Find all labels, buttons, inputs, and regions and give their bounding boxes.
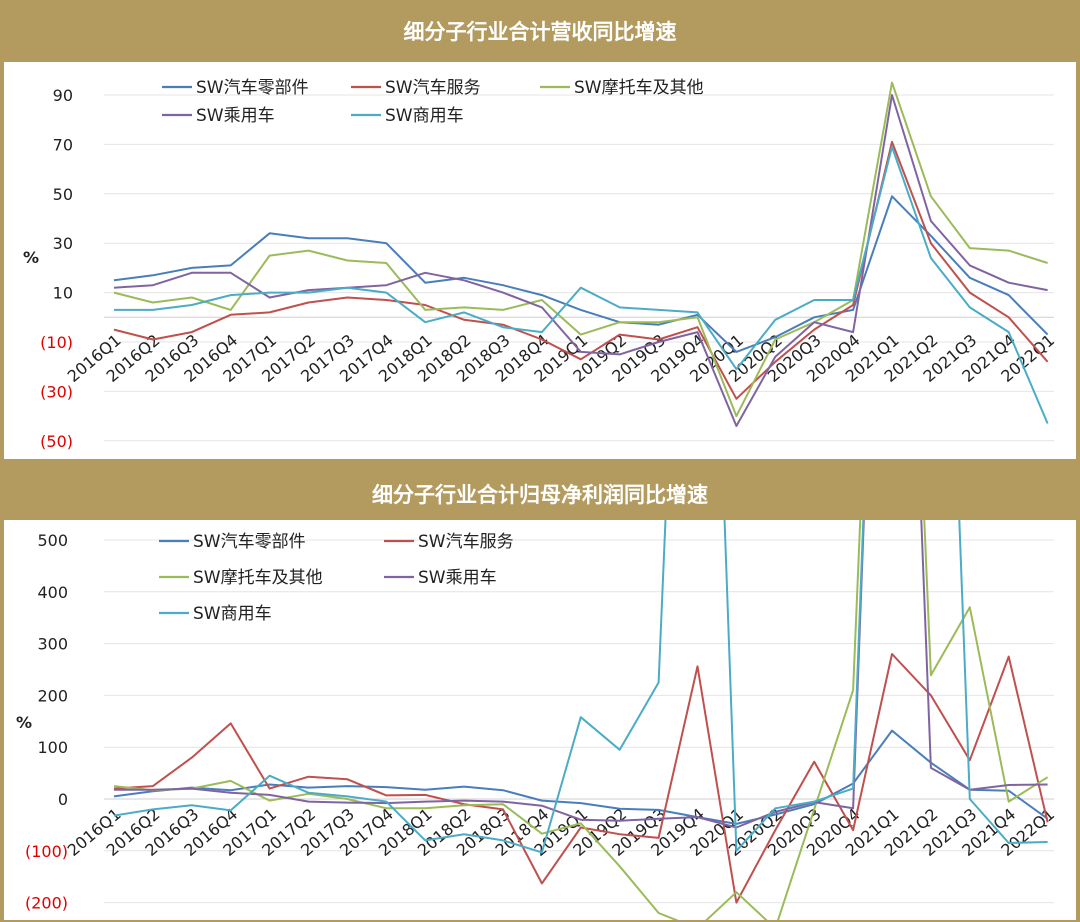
y-tick-label: 70: [53, 135, 73, 154]
series-line-5: [114, 145, 1049, 424]
y-tick-label: 90: [53, 86, 73, 105]
y-tick-label: (100): [25, 842, 68, 861]
y-axis-label: %: [16, 713, 32, 732]
y-tick-label: 0: [58, 790, 68, 809]
series-line-1: [113, 195, 1049, 353]
y-tick-label: 30: [53, 234, 73, 253]
legend-label: SW乘用车: [196, 106, 275, 126]
y-tick-label: (200): [25, 894, 68, 913]
series-line-3: [113, 520, 1049, 920]
y-tick-label: (50): [40, 432, 73, 451]
legend-label: SW汽车零部件: [196, 78, 309, 98]
series-line-4: [113, 94, 1048, 427]
y-tick-label: 500: [37, 531, 68, 550]
chart2-panel: (200) (100) 0 100 200 300 400 500% 2016Q1 2016Q2 2…: [0, 520, 1080, 922]
series-line-2: [113, 140, 1049, 400]
legend-label: SW商用车: [193, 604, 272, 624]
y-tick-label: 300: [37, 635, 68, 654]
y-tick-label: 10: [53, 284, 73, 303]
legend-label: SW摩托车及其他: [574, 78, 704, 98]
y-tick-label: 100: [37, 738, 68, 757]
legend-label: SW摩托车及其他: [193, 568, 323, 588]
y-axis-label: %: [23, 248, 39, 267]
series-line-2: [113, 653, 1049, 904]
y-tick-label: 50: [53, 185, 73, 204]
y-tick-label: 400: [37, 583, 68, 602]
series-line-4: [114, 520, 1048, 829]
legend-label: SW商用车: [385, 106, 464, 126]
series-line-3: [113, 81, 1048, 418]
legend-label: SW乘用车: [418, 568, 497, 588]
y-tick-label: (10): [40, 333, 73, 352]
chart1-panel: (50) (30) (10) 10 30 50 70 90% 2016Q1 2016Q2 2016Q…: [0, 62, 1080, 460]
y-tick-label: 200: [37, 686, 68, 705]
chart2-title-banner: 细分子行业合计归母净利润同比增速: [0, 460, 1080, 520]
series-line-1: [113, 729, 1049, 825]
chart1-revenue-growth: (50)(30)(10)1030507090%2016Q12016Q22016Q…: [23, 78, 1058, 451]
chart2-profit-growth: (200)(100)0100200300400500%2016Q12016Q22…: [16, 520, 1058, 920]
chart1-title-banner: 细分子行业合计营收同比增速: [0, 0, 1080, 62]
legend-label: SW汽车服务: [385, 78, 481, 98]
series-line-5: [113, 520, 1048, 854]
y-tick-label: (30): [40, 382, 73, 401]
legend-label: SW汽车零部件: [193, 532, 306, 552]
legend-label: SW汽车服务: [418, 532, 514, 552]
